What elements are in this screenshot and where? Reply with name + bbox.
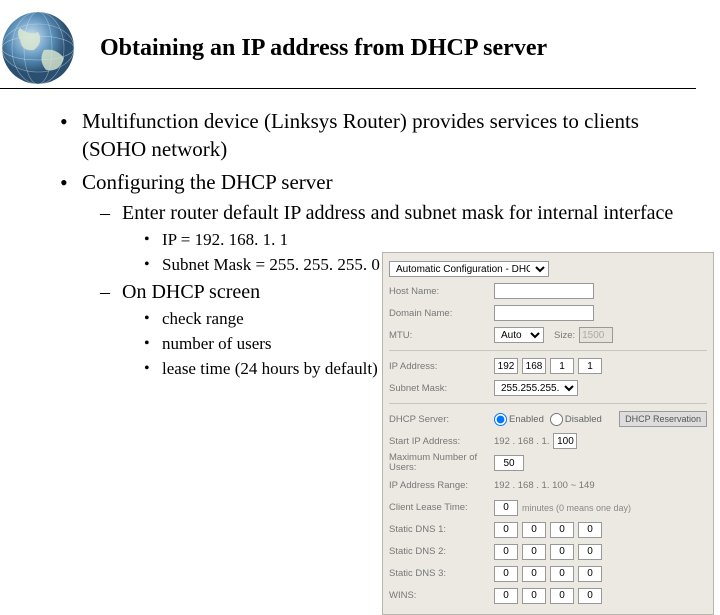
divider [389, 350, 707, 351]
dns1-oct-input[interactable] [522, 522, 546, 538]
dns3-oct-input[interactable] [550, 566, 574, 582]
connection-type-select[interactable]: Automatic Configuration - DHCP [389, 261, 549, 277]
domain-name-input[interactable] [494, 305, 594, 321]
ip-oct2-input[interactable] [522, 358, 546, 374]
start-ip-input[interactable] [553, 433, 577, 449]
wins-label: WINS: [389, 590, 494, 601]
dns1-oct-input[interactable] [550, 522, 574, 538]
start-ip-label: Start IP Address: [389, 436, 494, 447]
ip-oct4-input[interactable] [578, 358, 602, 374]
dhcp-enabled-radio[interactable] [494, 413, 507, 426]
dns3-oct-input[interactable] [522, 566, 546, 582]
ip-oct1-input[interactable] [494, 358, 518, 374]
ip-oct3-input[interactable] [550, 358, 574, 374]
wins-oct-input[interactable] [578, 588, 602, 604]
dns3-oct-input[interactable] [578, 566, 602, 582]
slide-header: Obtaining an IP address from DHCP server [0, 0, 696, 89]
divider [389, 403, 707, 404]
bullet-l1: Multifunction device (Linksys Router) pr… [60, 107, 680, 164]
slide-title: Obtaining an IP address from DHCP server [100, 34, 567, 63]
globe-icon [0, 8, 100, 88]
dns3-oct-input[interactable] [494, 566, 518, 582]
lease-label: Client Lease Time: [389, 502, 494, 513]
wins-oct-input[interactable] [494, 588, 518, 604]
dns2-oct-input[interactable] [494, 544, 518, 560]
start-ip-prefix: 192 . 168 . 1. [494, 436, 549, 447]
wins-oct-input[interactable] [550, 588, 574, 604]
dns2-label: Static DNS 2: [389, 546, 494, 557]
lease-input[interactable] [494, 500, 518, 516]
mtu-size-input[interactable] [579, 327, 613, 343]
ip-address-label: IP Address: [389, 361, 494, 372]
dns1-label: Static DNS 1: [389, 524, 494, 535]
bullet-text: Configuring the DHCP server [82, 170, 333, 194]
range-label: IP Address Range: [389, 480, 494, 491]
subnet-label: Subnet Mask: [389, 383, 494, 394]
dhcp-reservation-button[interactable]: DHCP Reservation [619, 411, 707, 427]
max-users-label: Maximum Number of Users: [389, 453, 494, 474]
dns2-oct-input[interactable] [522, 544, 546, 560]
mtu-label: MTU: [389, 330, 494, 341]
bullet-text: On DHCP screen [122, 281, 260, 303]
max-users-input[interactable] [494, 455, 524, 471]
mtu-select[interactable]: Auto [494, 327, 544, 343]
bullet-text: Enter router default IP address and subn… [122, 202, 673, 224]
host-name-label: Host Name: [389, 286, 494, 297]
domain-name-label: Domain Name: [389, 308, 494, 319]
range-value: 192 . 168 . 1. 100 ~ 149 [494, 480, 595, 491]
dns2-oct-input[interactable] [578, 544, 602, 560]
bullet-l3: IP = 192. 168. 1. 1 [144, 229, 680, 252]
dhcp-disabled-radio[interactable] [550, 413, 563, 426]
lease-note: minutes (0 means one day) [522, 503, 631, 513]
subnet-select[interactable]: 255.255.255.0 [494, 380, 578, 396]
ip-address-group [494, 358, 602, 374]
dns1-oct-input[interactable] [578, 522, 602, 538]
mtu-size-label: Size: [554, 330, 575, 341]
disabled-label: Disabled [565, 414, 602, 425]
host-name-input[interactable] [494, 283, 594, 299]
dns1-oct-input[interactable] [494, 522, 518, 538]
dhcp-server-label: DHCP Server: [389, 414, 494, 425]
wins-oct-input[interactable] [522, 588, 546, 604]
enabled-label: Enabled [509, 414, 544, 425]
dns3-label: Static DNS 3: [389, 568, 494, 579]
router-config-panel: Automatic Configuration - DHCP Host Name… [382, 252, 714, 615]
dns2-oct-input[interactable] [550, 544, 574, 560]
